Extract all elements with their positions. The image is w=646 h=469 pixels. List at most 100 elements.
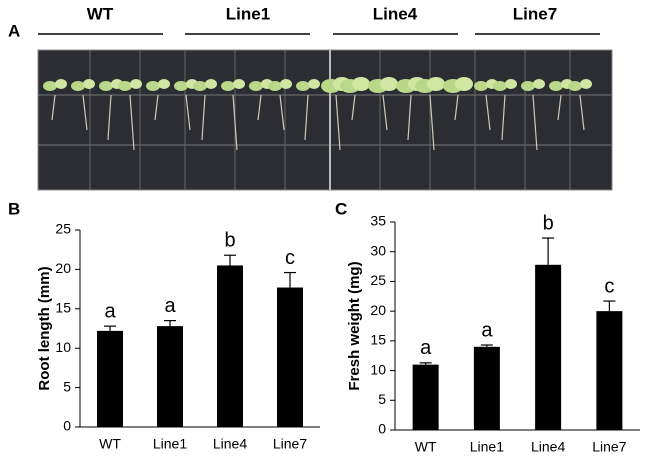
leaf xyxy=(308,79,320,89)
root xyxy=(51,94,56,121)
leaf xyxy=(193,81,207,91)
significance-letter: b xyxy=(224,229,235,251)
x-tick-label: Line7 xyxy=(592,439,626,455)
leaf xyxy=(43,81,57,91)
leaf xyxy=(493,81,507,91)
root xyxy=(351,94,356,121)
root xyxy=(185,94,191,131)
leaf xyxy=(568,81,582,91)
leaf xyxy=(474,81,488,91)
significance-letter: c xyxy=(285,247,295,269)
root xyxy=(454,94,459,121)
root xyxy=(232,94,238,151)
x-tick-label: Line1 xyxy=(470,439,504,455)
leaf xyxy=(427,77,445,91)
x-tick-label: WT xyxy=(415,439,437,455)
root xyxy=(279,94,285,131)
group-label: Line7 xyxy=(513,4,557,23)
leaf xyxy=(221,81,235,91)
leaf xyxy=(455,77,473,91)
leaf xyxy=(549,81,563,91)
leaf xyxy=(130,79,142,89)
bar xyxy=(473,346,500,430)
leaf xyxy=(83,79,95,89)
leaf xyxy=(352,77,370,91)
root xyxy=(557,94,562,121)
root xyxy=(82,94,88,131)
bar xyxy=(535,264,562,430)
leaf xyxy=(533,79,545,89)
bar xyxy=(217,265,243,427)
significance-letter: c xyxy=(604,275,614,297)
leaf xyxy=(280,79,292,89)
leaf xyxy=(174,81,188,91)
seedlings xyxy=(38,50,612,190)
y-tick-label: 0 xyxy=(63,418,71,434)
leaf xyxy=(146,81,160,91)
leaf xyxy=(99,81,113,91)
group-label: Line4 xyxy=(373,4,418,23)
y-axis-label: Root length (mm) xyxy=(36,266,53,390)
leaf xyxy=(380,77,398,91)
panel-label: B xyxy=(8,199,20,218)
leaf xyxy=(580,79,592,89)
root xyxy=(382,94,388,131)
root xyxy=(257,94,262,121)
bar xyxy=(97,330,123,427)
root xyxy=(429,94,435,151)
y-axis-label: Fresh weight (mg) xyxy=(346,261,363,390)
significance-letter: a xyxy=(164,295,176,317)
leaf xyxy=(233,79,245,89)
group-label: WT xyxy=(87,4,114,23)
leaf xyxy=(296,81,310,91)
y-tick-label: 20 xyxy=(370,302,386,318)
group-label: Line1 xyxy=(226,4,270,23)
root xyxy=(407,94,412,141)
y-tick-label: 10 xyxy=(55,339,71,355)
y-tick-label: 20 xyxy=(55,260,71,276)
y-tick-label: 5 xyxy=(378,391,386,407)
y-tick-label: 35 xyxy=(370,213,386,229)
leaf xyxy=(55,79,67,89)
y-tick-label: 5 xyxy=(63,378,71,394)
bar xyxy=(157,326,183,427)
root xyxy=(532,94,538,151)
x-tick-label: WT xyxy=(99,436,121,452)
bar xyxy=(596,311,623,430)
leaf xyxy=(205,79,217,89)
significance-letter: a xyxy=(104,300,116,322)
leaf xyxy=(249,81,263,91)
leaf xyxy=(505,79,517,89)
y-tick-label: 30 xyxy=(370,242,386,258)
y-tick-label: 15 xyxy=(370,332,386,348)
bar xyxy=(412,364,439,430)
root xyxy=(107,94,112,141)
root xyxy=(304,94,309,141)
y-tick-label: 25 xyxy=(55,221,71,237)
leaf xyxy=(158,79,170,89)
x-tick-label: Line7 xyxy=(273,436,307,452)
x-tick-label: Line4 xyxy=(213,436,247,452)
leaf xyxy=(521,81,535,91)
bar xyxy=(277,287,303,427)
significance-letter: a xyxy=(420,337,432,359)
x-tick-label: Line1 xyxy=(153,436,187,452)
y-tick-label: 15 xyxy=(55,300,71,316)
root xyxy=(335,94,341,151)
root xyxy=(129,94,135,151)
leaf xyxy=(118,81,132,91)
leaf xyxy=(268,81,282,91)
x-tick-label: Line4 xyxy=(531,439,565,455)
y-tick-label: 10 xyxy=(370,361,386,377)
root xyxy=(579,94,585,131)
leaf xyxy=(71,81,85,91)
root xyxy=(154,94,159,121)
panel-label: C xyxy=(335,199,347,218)
significance-letter: b xyxy=(543,212,554,234)
root xyxy=(201,94,206,141)
plate-photo xyxy=(37,49,613,191)
y-tick-label: 0 xyxy=(378,421,386,437)
root xyxy=(501,94,506,141)
y-tick-label: 25 xyxy=(370,272,386,288)
